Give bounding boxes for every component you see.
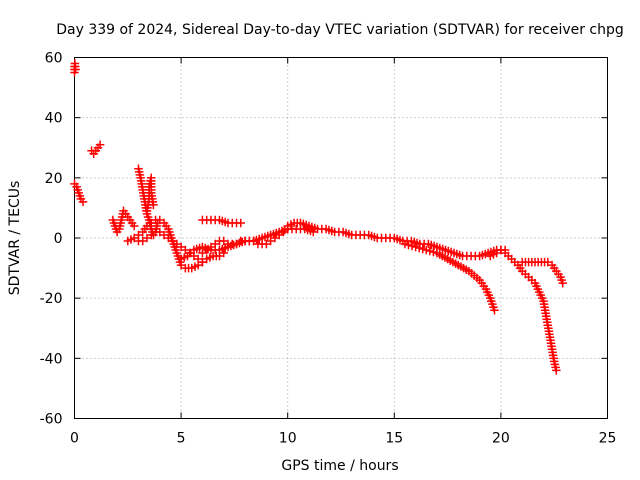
data-point (198, 257, 207, 267)
data-point (95, 140, 105, 149)
data-point (219, 236, 228, 246)
data-point (190, 262, 200, 271)
axis-ticks (74, 57, 608, 419)
data-point (202, 254, 211, 264)
y-axis-label: SDTVAR / TECUs (7, 181, 23, 296)
data-point (123, 236, 133, 246)
data-point (142, 233, 152, 243)
data-point (543, 257, 553, 267)
data-point (219, 248, 228, 258)
data-point (418, 244, 427, 254)
data-point (429, 247, 438, 257)
data-point (496, 245, 506, 255)
data-point (126, 235, 136, 244)
data-point (490, 305, 499, 315)
data-point (283, 221, 292, 231)
data-point (286, 220, 296, 229)
data-point (558, 278, 567, 288)
data-point (172, 239, 182, 249)
grid-lines (74, 57, 608, 419)
data-point (176, 254, 186, 264)
data-point (129, 221, 139, 231)
y-tick-label: -40 (40, 351, 63, 367)
data-point (422, 245, 431, 255)
x-tick-label: 0 (70, 431, 79, 447)
y-tick-label: -60 (40, 412, 63, 428)
data-point (404, 240, 413, 250)
data-point (159, 230, 169, 240)
y-tick-label: 20 (45, 171, 63, 187)
data-point (78, 197, 88, 207)
data-point (489, 250, 498, 259)
tick-labels: 0 5 10 15 20 25 60 40 20 0 -20 -40 -60 (40, 51, 617, 447)
data-point (147, 230, 156, 240)
data-point (168, 236, 177, 246)
data-point (180, 253, 189, 262)
data-point (138, 236, 147, 246)
data-point (400, 239, 410, 249)
data-point (236, 218, 246, 228)
data-point (309, 227, 318, 237)
y-tick-label: 40 (45, 111, 63, 127)
data-point (149, 200, 158, 210)
data-point (193, 254, 203, 264)
data-point (485, 251, 495, 261)
data-point (142, 221, 152, 231)
data-point (187, 263, 197, 273)
y-tick-label: 60 (45, 51, 63, 67)
x-axis-label: GPS time / hours (281, 458, 398, 474)
data-point (71, 65, 80, 74)
data-point (414, 243, 424, 253)
data-point (155, 215, 165, 225)
x-tick-label: 25 (599, 431, 617, 447)
x-tick-label: 10 (279, 431, 297, 447)
data-point (407, 241, 417, 251)
plot-frame (74, 57, 608, 419)
data-point (129, 233, 139, 243)
data-point (552, 366, 561, 375)
x-tick-label: 15 (385, 431, 403, 447)
data-point (155, 227, 165, 237)
x-tick-label: 20 (492, 431, 510, 447)
y-tick-label: 0 (54, 231, 63, 247)
data-points (70, 59, 567, 375)
y-tick-label: -20 (40, 291, 63, 307)
data-point (270, 233, 280, 243)
data-point (411, 242, 420, 252)
data-point (492, 248, 501, 258)
data-point (205, 253, 215, 262)
data-point (181, 245, 190, 255)
data-point (176, 242, 186, 252)
data-point (164, 233, 173, 243)
x-tick-label: 5 (177, 431, 186, 447)
chart-title: Day 339 of 2024, Sidereal Day-to-day VTE… (56, 22, 624, 38)
data-point (147, 218, 156, 228)
data-point (425, 246, 435, 256)
data-point (262, 239, 271, 249)
